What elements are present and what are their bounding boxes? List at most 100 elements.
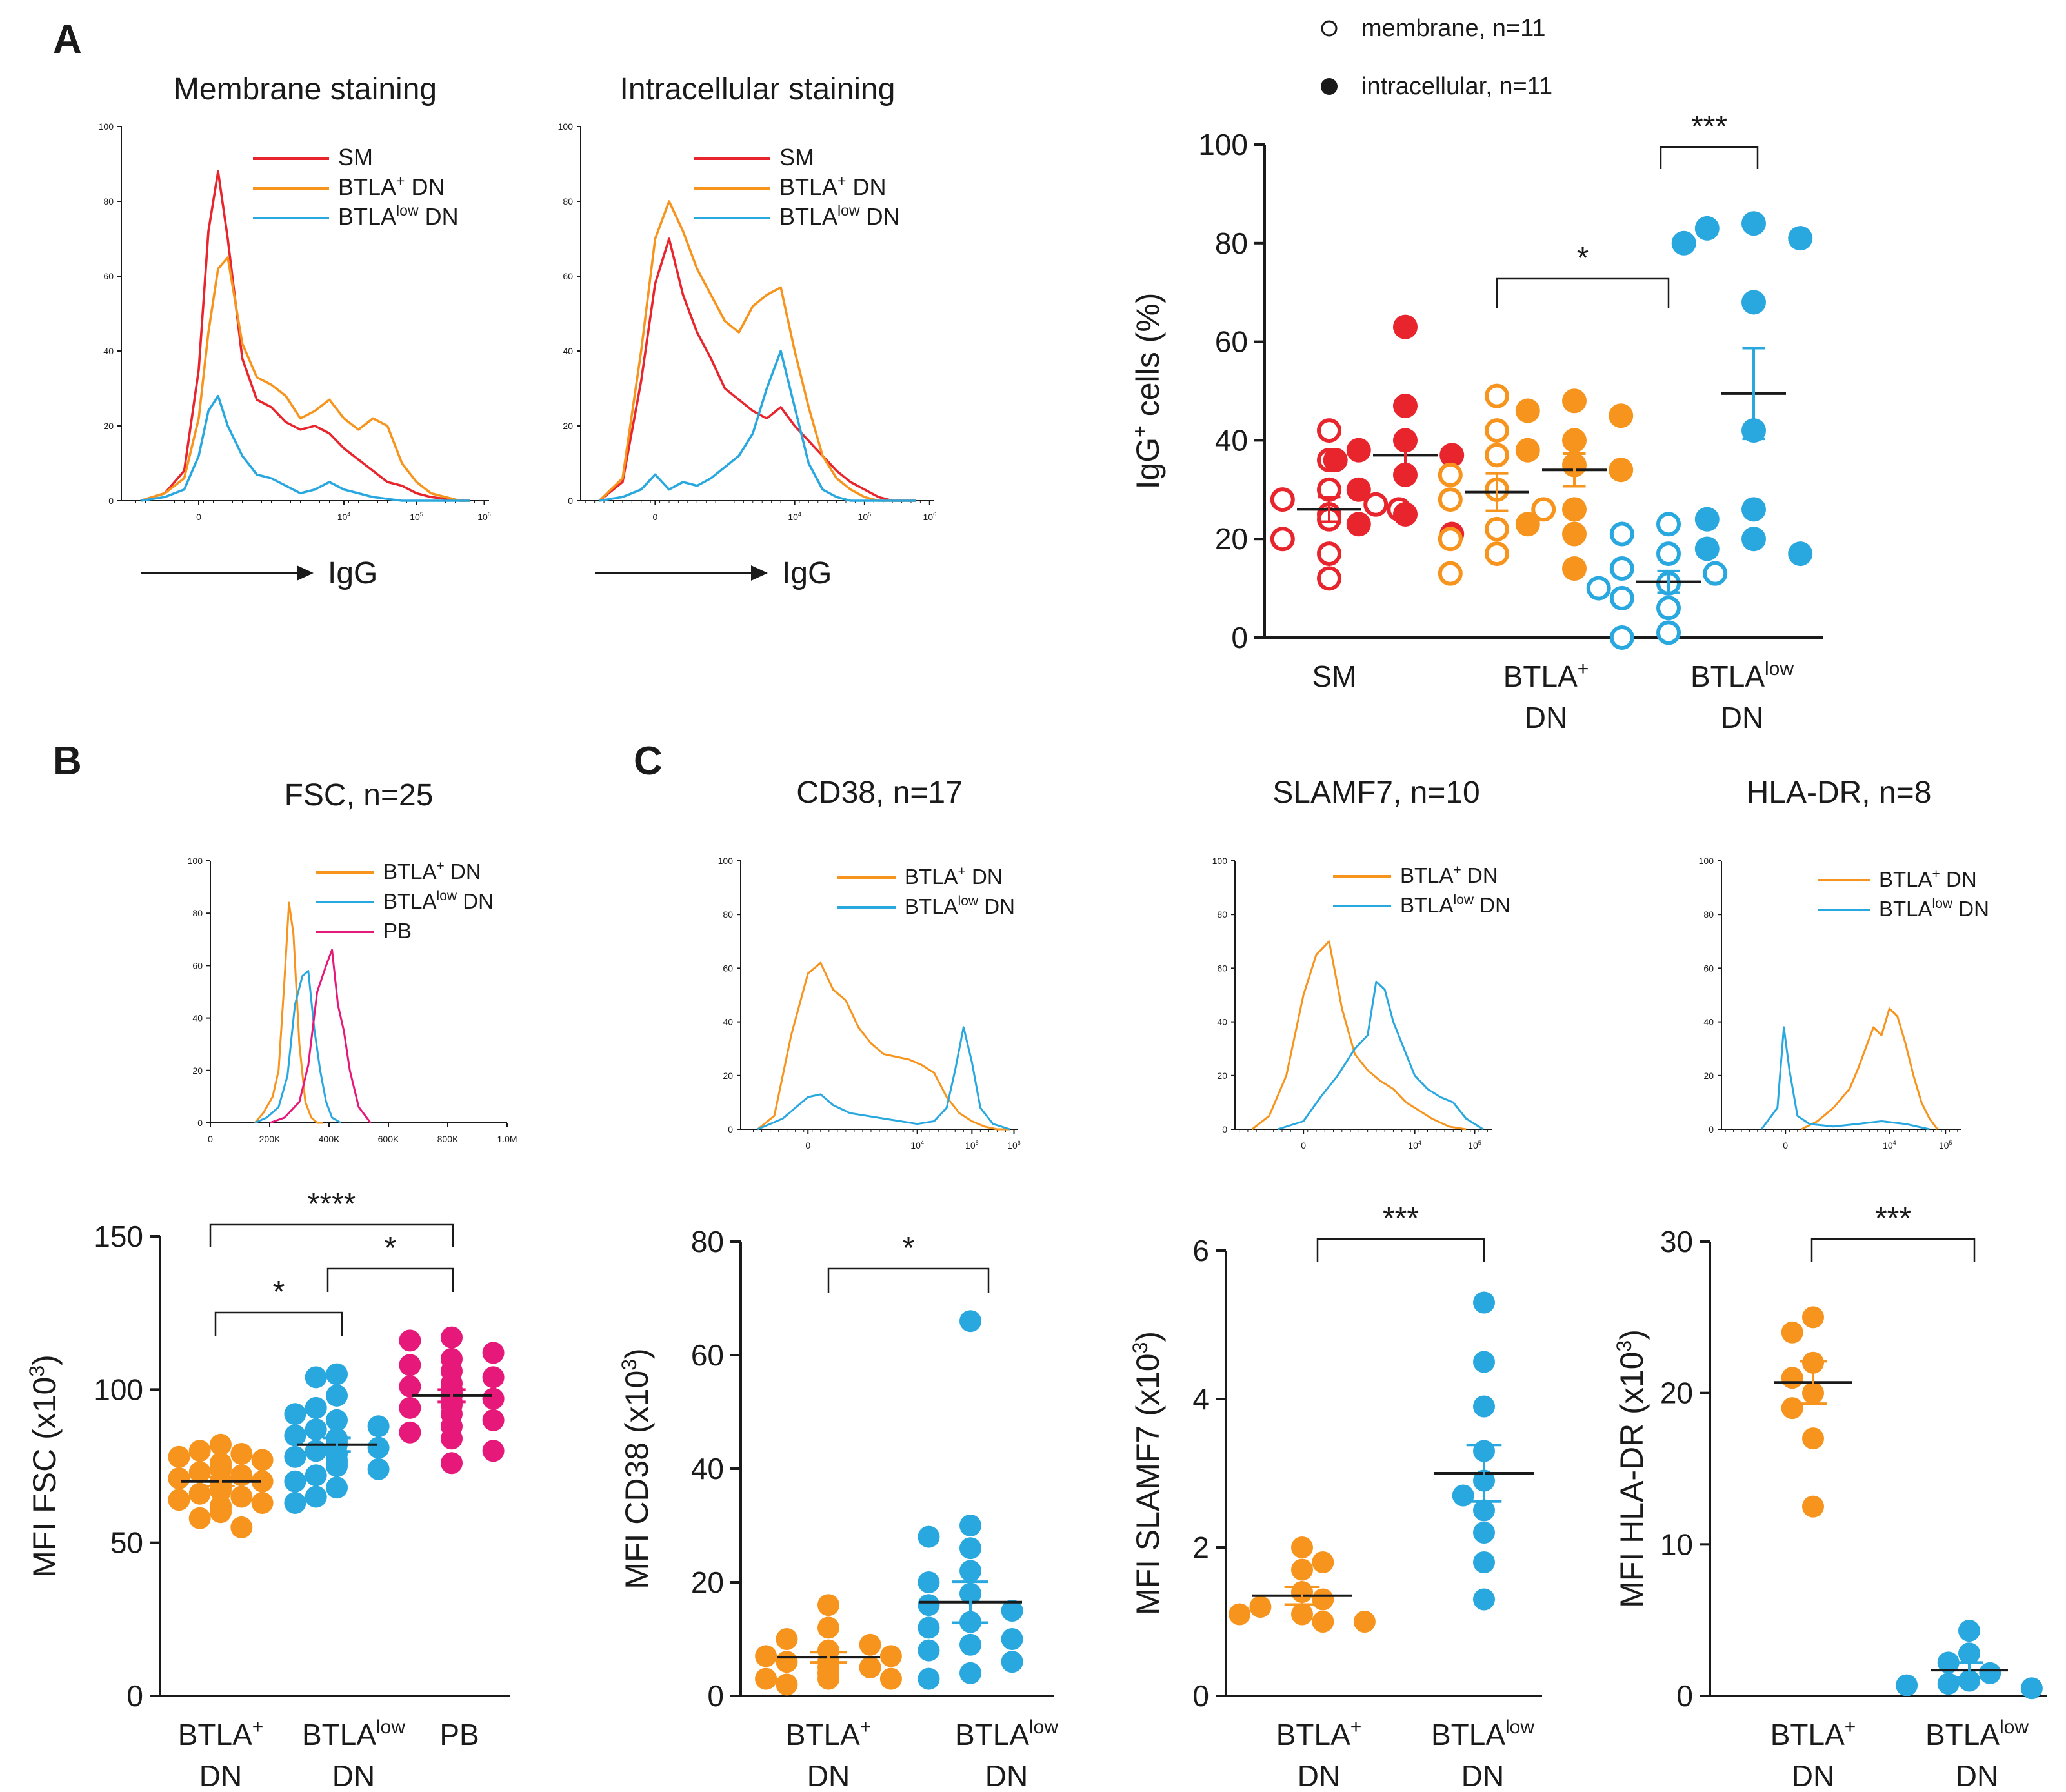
hist-intracellular-ytick-label: 80 — [563, 196, 573, 206]
igg-dot-ylabel: IgG+ cells (%) — [1128, 293, 1166, 490]
hist-hladr-xtick-label: 105 — [1939, 1140, 1952, 1151]
mfi-hladr-point — [1958, 1669, 1980, 1692]
mfi-fsc-point — [305, 1464, 327, 1487]
hist-slamf7-series-btla_plus — [1251, 940, 1467, 1131]
mfi-fsc-point — [305, 1418, 327, 1441]
hist-membrane-ytick-label: 60 — [103, 271, 114, 281]
mfi-fsc-point — [399, 1354, 421, 1376]
mfi-hladr-sig-label: *** — [1875, 1202, 1911, 1236]
mfi-fsc-point — [210, 1433, 232, 1456]
hist-fsc-ytick-label: 100 — [188, 856, 203, 866]
igg-dot-ytick-label: 20 — [1215, 522, 1248, 556]
hist-cd38-legend-label: BTLA+ DN — [905, 864, 1003, 889]
mfi-fsc-point — [188, 1482, 211, 1505]
mfi-fsc-point — [326, 1384, 348, 1407]
mfi-cd38-point — [918, 1571, 940, 1593]
mfi-slamf7-point — [1473, 1551, 1495, 1573]
igg-dot-point — [1438, 487, 1463, 512]
mfi-cd38-point — [817, 1594, 839, 1616]
hist-membrane-ytick-label: 40 — [103, 346, 114, 356]
mfi-fsc-point — [326, 1363, 348, 1385]
igg-dot-point — [1562, 497, 1587, 522]
hist-hladr-ytick-label: 60 — [1703, 963, 1714, 973]
hist-membrane-arrow-head — [297, 565, 314, 581]
mfi-slamf7-point — [1452, 1484, 1474, 1507]
hist-cd38-ytick-label: 40 — [723, 1017, 733, 1027]
mfi-hladr-ytick-label: 0 — [1676, 1679, 1693, 1713]
mfi-fsc-group-label: DN — [199, 1759, 242, 1792]
hist-fsc-xtick-label: 1.0M — [497, 1134, 517, 1144]
hist-fsc: 0 20 40 60 80 100 0 200K 400K 600K 800K 1.0M FSC, n=… — [188, 778, 517, 1144]
hist-intracellular-legend-label: BTLA+ DN — [779, 172, 886, 200]
mfi-cd38-point — [1001, 1628, 1023, 1650]
hist-intracellular-title: Intracellular staining — [620, 72, 896, 106]
igg-dot-point — [1656, 596, 1681, 621]
hist-fsc-xtick-label: 0 — [208, 1134, 213, 1144]
mfi-fsc-point — [441, 1326, 463, 1349]
igg-dot-point — [1438, 561, 1463, 586]
mfi-slamf7-group-label: BTLA+ — [1276, 1716, 1362, 1751]
mfi-cd38-ytick-label: 20 — [691, 1565, 724, 1599]
igg-dot-point — [1609, 585, 1634, 610]
hist-hladr-ytick-label: 0 — [1709, 1124, 1714, 1134]
mfi-cd38-group-label: BTLA+ — [786, 1716, 872, 1751]
mfi-fsc-group-label: BTLA+ — [178, 1716, 264, 1751]
mfi-fsc-sig-label: * — [273, 1275, 285, 1309]
mfi-hladr-point — [2020, 1677, 2043, 1700]
hist-membrane-legend-label: BTLAlow DN — [338, 202, 459, 230]
hist-intracellular-xtick-label: 0 — [652, 512, 657, 522]
hist-slamf7-ytick-label: 60 — [1217, 963, 1227, 973]
hist-membrane-xtick-label: 0 — [196, 512, 201, 522]
mfi-fsc-ytick-label: 0 — [126, 1679, 143, 1713]
hist-cd38-ytick-label: 20 — [723, 1071, 733, 1081]
mfi-cd38-ytick-label: 0 — [707, 1679, 724, 1713]
hist-intracellular-series-btla_low — [599, 350, 916, 502]
hist-fsc-xtick-label: 600K — [378, 1134, 399, 1144]
hist-cd38-series-btla_plus — [757, 961, 1010, 1131]
hist-fsc-ytick-label: 0 — [197, 1118, 203, 1128]
igg-dot-point — [1741, 211, 1766, 236]
mfi-hladr-group-label: DN — [1956, 1759, 1998, 1792]
mfi-cd38-point — [959, 1662, 981, 1684]
igg-dot-point — [1741, 527, 1766, 552]
mfi-hladr-ytick-label: 20 — [1660, 1376, 1693, 1410]
hist-cd38-xtick-label: 104 — [910, 1140, 924, 1151]
igg-dot-legend: membrane, n=11 intracellular, n=11 — [1321, 15, 1552, 100]
igg-dot-point — [1531, 497, 1556, 522]
mfi-fsc-ytick-label: 100 — [94, 1373, 143, 1406]
hist-intracellular-ytick-label: 40 — [563, 346, 573, 356]
mfi-cd38-sig-bracket — [827, 1267, 990, 1293]
igg-dot-point — [1656, 541, 1681, 567]
igg-dot-point — [1346, 438, 1371, 463]
mfi-cd38-point — [776, 1673, 798, 1696]
mfi-slamf7-sig-label: *** — [1383, 1202, 1419, 1236]
hist-slamf7: 0 20 40 60 80 100 0 104 105 SLAMF7, n=10 BTLA+ DN B… — [1212, 776, 1510, 1151]
mfi-cd38-point — [959, 1560, 981, 1582]
hist-fsc-series-btla_low — [254, 970, 342, 1124]
mfi-fsc-point — [399, 1396, 421, 1419]
hist-membrane-xlabel: IgG — [328, 556, 377, 590]
mfi-slamf7-point — [1312, 1611, 1334, 1633]
mfi-slamf7-sig-bracket — [1316, 1238, 1485, 1262]
mfi-cd38-point — [959, 1310, 981, 1333]
igg-dot-point — [1485, 443, 1509, 468]
hist-slamf7-legend-label: BTLA+ DN — [1400, 863, 1498, 887]
hist-slamf7-xtick-label: 105 — [1468, 1140, 1481, 1151]
mfi-fsc-point — [230, 1516, 253, 1538]
hist-slamf7-ytick-label: 20 — [1217, 1071, 1227, 1081]
hist-slamf7-title: SLAMF7, n=10 — [1272, 776, 1480, 810]
igg-dot-group-label: SM — [1312, 659, 1357, 693]
mfi-cd38-point — [959, 1633, 981, 1656]
mfi-cd38-point — [755, 1667, 777, 1690]
igg-dot-ytick-label: 100 — [1198, 128, 1248, 161]
hist-hladr-legend-label: BTLA+ DN — [1879, 867, 1977, 891]
mfi-slamf7-point — [1291, 1603, 1313, 1626]
igg-dot-point — [1270, 487, 1295, 512]
hist-fsc-xtick-label: 800K — [437, 1134, 459, 1144]
mfi-fsc-point — [284, 1445, 306, 1468]
mfi-hladr-ytick-label: 10 — [1660, 1527, 1693, 1561]
igg-dot-sig-label: *** — [1691, 110, 1727, 144]
mfi-fsc-sig-label: **** — [308, 1187, 356, 1222]
mfi-fsc-point — [441, 1427, 463, 1450]
